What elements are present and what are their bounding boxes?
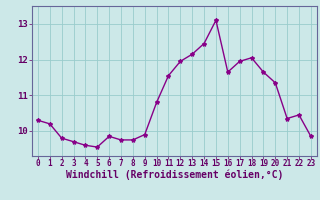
X-axis label: Windchill (Refroidissement éolien,°C): Windchill (Refroidissement éolien,°C) [66,169,283,180]
